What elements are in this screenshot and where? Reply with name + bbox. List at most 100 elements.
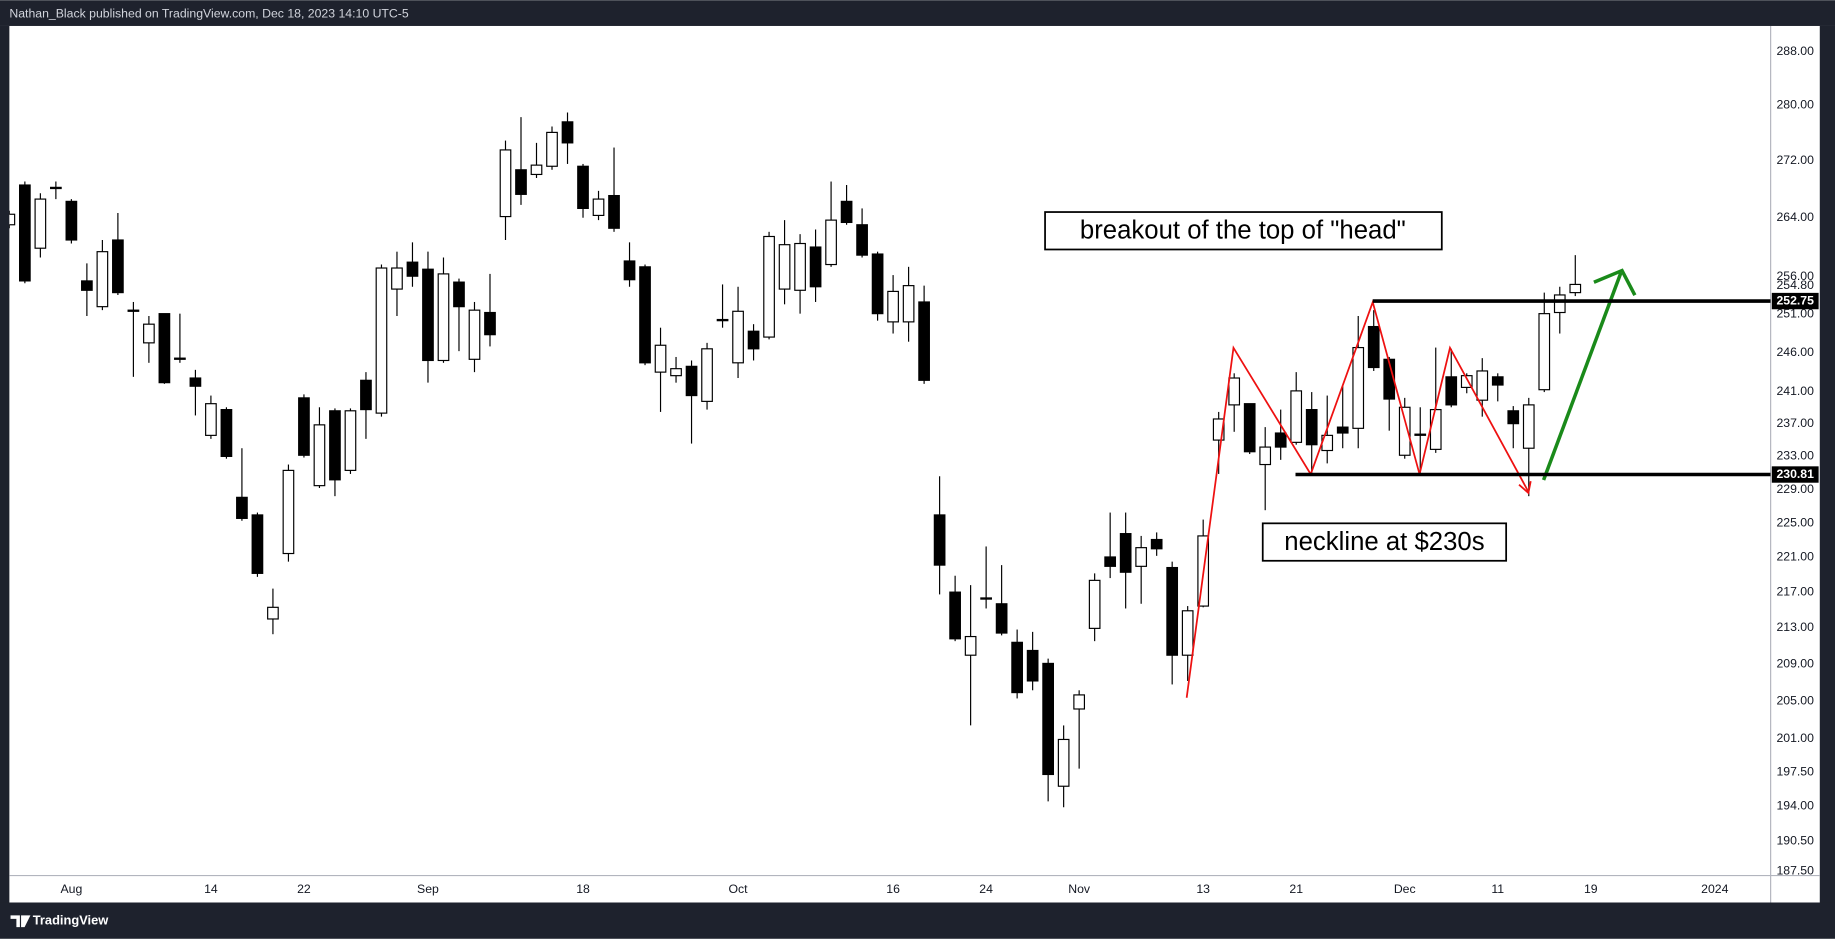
candle-body <box>112 239 124 294</box>
x-tick-label: 11 <box>1491 882 1504 896</box>
y-tick-label: 201.00 <box>1776 731 1814 745</box>
y-tick-label: 280.00 <box>1776 98 1814 112</box>
candle-body <box>809 246 822 288</box>
candle-body <box>468 309 481 360</box>
candle-body <box>484 311 496 336</box>
candle-body <box>391 267 403 290</box>
candle-body <box>19 184 31 282</box>
candle-body <box>329 410 341 481</box>
candle-body <box>902 285 915 323</box>
candle-body <box>1228 377 1241 406</box>
y-tick-label: 264.00 <box>1776 210 1814 224</box>
candle-body <box>267 606 279 620</box>
candle-body <box>282 469 295 555</box>
y-tick-label: 205.00 <box>1776 693 1814 707</box>
x-tick-label: 14 <box>204 882 218 896</box>
candle-body <box>1088 579 1101 629</box>
candle-body <box>1491 376 1504 386</box>
x-tick-label: 22 <box>297 882 311 896</box>
annotation: neckline at $230s <box>1284 528 1484 556</box>
candle-body <box>716 318 729 322</box>
y-tick-label: 209.00 <box>1776 656 1814 670</box>
candle-body <box>639 266 651 364</box>
y-tick-label: 217.00 <box>1776 585 1814 599</box>
candle-body <box>685 365 698 397</box>
y-tick-label: 251.00 <box>1776 307 1814 321</box>
logo-icon <box>10 915 31 928</box>
annotation-box <box>1261 522 1508 562</box>
x-tick-label: Oct <box>729 882 749 896</box>
candle-body <box>856 224 868 256</box>
candle-body <box>375 267 388 414</box>
level-label: 252.75 <box>1776 293 1814 307</box>
candle-body <box>1073 694 1086 710</box>
candle-body <box>360 379 372 411</box>
x-tick-label: Dec <box>1394 882 1416 896</box>
y-tick-label: 225.00 <box>1776 515 1814 529</box>
candle-body <box>1429 409 1442 450</box>
candle-body <box>1166 566 1179 656</box>
candle-body <box>1104 556 1117 567</box>
candle-body <box>995 603 1008 634</box>
candle-body <box>236 496 248 519</box>
drawings: breakout of the top of "head" neckline a… <box>1044 211 1771 698</box>
candle-body <box>65 200 78 241</box>
x-tick-label: Aug <box>60 882 82 896</box>
candle-body <box>825 219 837 266</box>
candle-body <box>980 597 992 600</box>
x-tick-label: 13 <box>1196 882 1210 896</box>
candle-body <box>298 397 310 456</box>
candle-body <box>143 323 155 344</box>
candle-body <box>1057 738 1070 787</box>
candle-body <box>918 301 930 381</box>
candle-body <box>670 368 682 377</box>
candle-body <box>887 290 899 323</box>
candle-body <box>530 164 543 176</box>
y-tick-label: 213.00 <box>1776 620 1814 634</box>
y-tick-label: 233.00 <box>1776 449 1814 463</box>
x-tick-label: 21 <box>1289 882 1303 896</box>
candle-body <box>1445 376 1458 406</box>
candle-body <box>406 261 419 277</box>
candle-body <box>1026 649 1039 682</box>
y-tick-label: 256.00 <box>1776 269 1814 283</box>
y-tick-label: 197.50 <box>1776 765 1814 779</box>
x-tick-label: 18 <box>576 882 590 896</box>
candle-body <box>1569 283 1582 294</box>
candle-body <box>1011 641 1023 694</box>
annotation: breakout of the top of "head" <box>1080 217 1406 245</box>
candles <box>9 112 1582 808</box>
y-tick-label: 288.00 <box>1776 44 1814 58</box>
y-tick-label: 221.00 <box>1776 550 1814 564</box>
candle-body <box>1305 409 1318 446</box>
left-border <box>0 25 10 903</box>
y-tick-label: 246.00 <box>1776 345 1814 359</box>
x-tick-label: 2024 <box>1701 882 1728 896</box>
candle-body <box>1367 325 1380 369</box>
candle-body <box>499 149 512 218</box>
candle-body <box>1522 404 1535 449</box>
candle-body <box>34 198 47 249</box>
candle-body <box>158 313 171 384</box>
candle-body <box>654 344 667 373</box>
candle-body <box>1414 433 1427 436</box>
y-tick-label: 229.00 <box>1776 482 1814 496</box>
candle-body <box>189 377 202 387</box>
candle-body <box>778 244 791 290</box>
candle-body <box>422 268 434 362</box>
candle-body <box>1507 410 1520 425</box>
header-bar <box>0 0 1835 26</box>
candle-body <box>220 409 233 457</box>
candle-body <box>313 424 326 487</box>
candle-body <box>561 121 574 144</box>
level-label-box <box>1771 466 1819 483</box>
footer-text[interactable]: TradingView <box>33 913 110 928</box>
y-tick-label: 187.50 <box>1776 864 1814 878</box>
candle-body <box>515 169 527 195</box>
candle-body <box>9 213 16 226</box>
candle-body <box>1135 547 1148 567</box>
candle-body <box>1290 390 1303 443</box>
candle-body <box>1274 432 1287 448</box>
